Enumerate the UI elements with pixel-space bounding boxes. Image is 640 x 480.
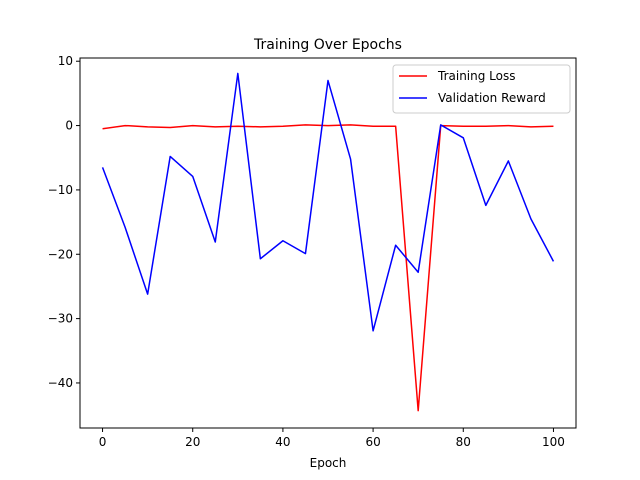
y-tick-label: −40	[48, 376, 73, 390]
x-tick-label: 20	[185, 435, 200, 449]
legend: Training Loss Validation Reward	[392, 64, 571, 114]
legend-box	[392, 64, 571, 114]
chart-title: Training Over Epochs	[253, 37, 402, 53]
y-axis-ticks: 10 0 −10 −20 −30 −40	[48, 54, 80, 390]
legend-label-training-loss: Training Loss	[437, 69, 515, 83]
y-tick-label: 0	[65, 119, 73, 133]
x-axis-ticks: 0 20 40 60 80 100	[99, 428, 565, 449]
x-axis-label: Epoch	[310, 456, 347, 470]
legend-label-validation-reward: Validation Reward	[438, 91, 546, 105]
y-tick-label: −30	[48, 312, 73, 326]
x-tick-label: 100	[542, 435, 565, 449]
y-tick-label: −10	[48, 183, 73, 197]
axes-frame	[79, 57, 577, 429]
series-line-validation-reward	[101, 72, 555, 332]
series-line-training-loss	[102, 124, 554, 412]
x-tick-label: 80	[456, 435, 471, 449]
x-tick-label: 40	[275, 435, 290, 449]
y-tick-label: −20	[48, 247, 73, 261]
y-tick-label: 10	[58, 54, 73, 68]
plot-area	[101, 72, 555, 412]
x-tick-label: 0	[99, 435, 107, 449]
x-tick-label: 60	[365, 435, 380, 449]
